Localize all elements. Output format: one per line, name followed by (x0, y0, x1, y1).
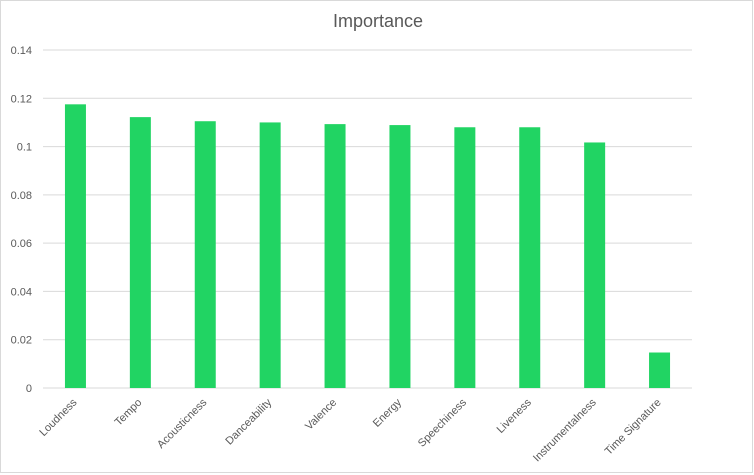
y-tick-label: 0.06 (11, 238, 32, 250)
bar-acousticness (194, 121, 216, 388)
bar-time-signature (649, 352, 671, 388)
x-tick-label: Loudness (37, 396, 80, 439)
gridlines (43, 49, 692, 389)
x-tick-label: Time Signature (603, 397, 664, 458)
bar-loudness (64, 104, 86, 389)
x-tick-label: Acousticness (155, 396, 210, 451)
x-tick-label: Liveness (495, 396, 535, 436)
x-axis-labels: Loudness Tempo Acousticness Danceability Val… (37, 396, 663, 464)
y-tick-label: 0.08 (11, 190, 32, 202)
x-tick-label: Speechiness (416, 396, 469, 449)
y-axis-ticks: 0 0.02 0.04 0.06 0.08 0.1 0.12 0.14 (11, 45, 32, 395)
bar-liveness (519, 127, 541, 388)
y-tick-label: 0 (26, 383, 32, 395)
bar-danceability (259, 122, 281, 388)
bar-energy (389, 125, 411, 388)
x-tick-label: Valence (303, 397, 339, 433)
y-tick-label: 0.1 (17, 142, 32, 154)
bar-instrumentalness (584, 142, 606, 388)
x-tick-label: Energy (371, 396, 404, 429)
y-tick-label: 0.14 (11, 45, 32, 57)
bar-valence (324, 124, 346, 389)
y-tick-label: 0.04 (11, 286, 32, 298)
chart-title: Importance (332, 11, 424, 31)
bar-speechiness (454, 127, 476, 388)
y-tick-label: 0.12 (11, 93, 32, 105)
bar-tempo (129, 117, 151, 389)
x-tick-label: Tempo (113, 397, 145, 429)
x-tick-label: Instrumentalness (531, 396, 599, 464)
x-tick-label: Danceability (223, 396, 274, 447)
bars (64, 104, 671, 389)
y-tick-label: 0.02 (11, 335, 32, 347)
